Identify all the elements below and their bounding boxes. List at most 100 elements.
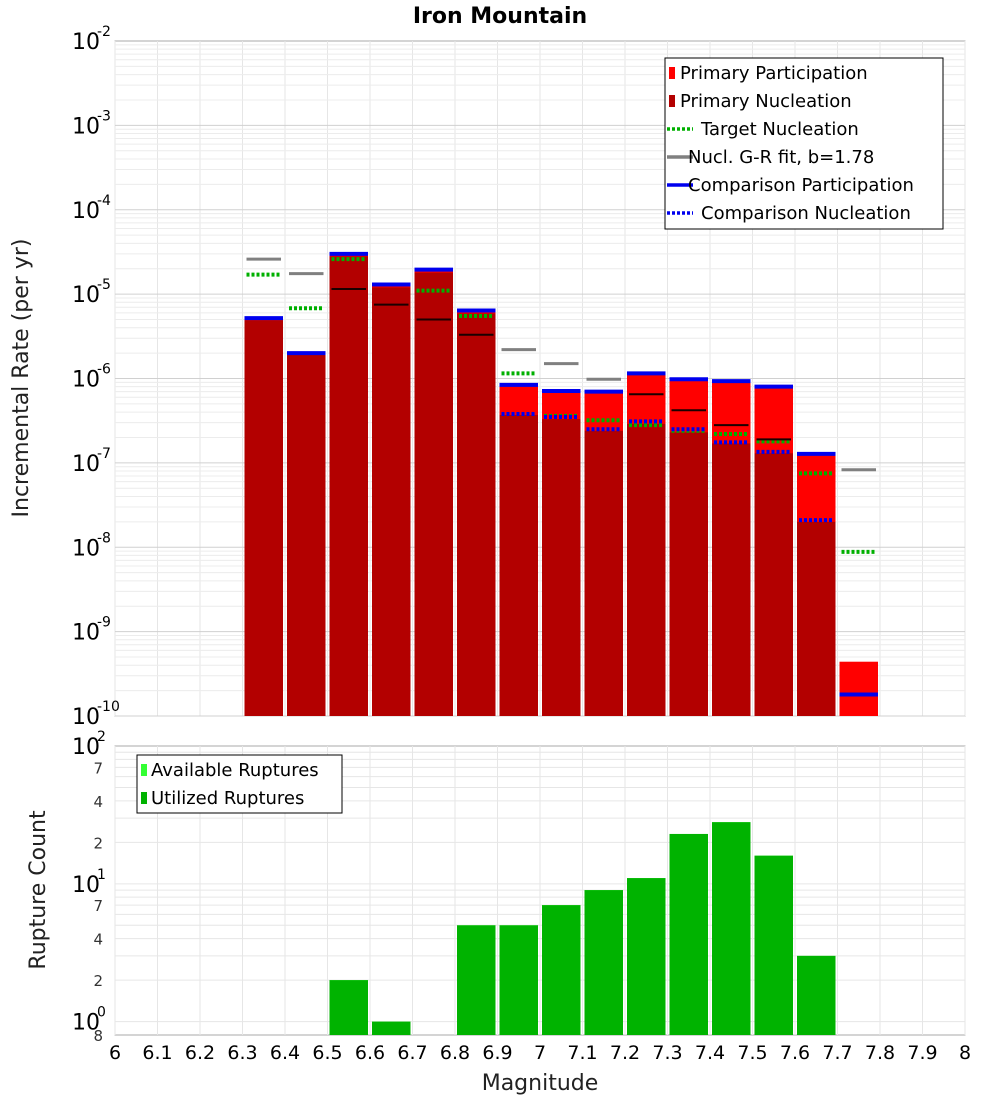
count-y-axis-label: Rupture Count	[26, 810, 51, 970]
x-tick-label: 7.4	[695, 1042, 725, 1064]
rate-legend-label: Comparison Participation	[688, 175, 914, 196]
utilized-bar	[669, 833, 708, 1035]
nucleation-bar	[244, 320, 283, 716]
rate-y-tick-base: 10	[72, 536, 100, 561]
rate-y-tick-base: 10	[72, 705, 100, 730]
x-tick-label: 7.8	[865, 1042, 895, 1064]
count-legend-swatch	[141, 764, 147, 776]
rate-panel: 10-210-310-410-510-610-710-810-910-10 In…	[9, 24, 966, 730]
count-legend-swatch	[141, 792, 147, 804]
x-tick-label: 7	[534, 1042, 546, 1064]
nucleation-bar	[287, 354, 326, 716]
rate-y-tick-exponent: -10	[97, 699, 120, 715]
rate-legend-label: Nucl. G-R fit, b=1.78	[688, 147, 874, 168]
count-legend-label: Utilized Ruptures	[151, 788, 304, 809]
x-tick-label: 6.5	[312, 1042, 342, 1064]
count-y-tick-exponent: 2	[97, 729, 106, 745]
x-tick-label: 6.3	[227, 1042, 257, 1064]
nucleation-bar	[712, 443, 751, 716]
nucleation-bar	[669, 432, 708, 716]
rate-y-ticks: 10-210-310-410-510-610-710-810-910-10	[72, 24, 120, 730]
nucleation-bar	[499, 414, 538, 716]
count-y-tick-base: 10	[72, 873, 100, 898]
x-tick-label: 7.7	[822, 1042, 852, 1064]
rate-y-tick-exponent: -4	[97, 193, 111, 209]
rate-grid	[114, 41, 966, 717]
utilized-bar	[712, 822, 751, 1035]
x-tick-label: 6	[109, 1042, 121, 1064]
rate-legend: Primary Participation Primary Nucleation T…	[664, 57, 944, 230]
x-tick-label: 6.9	[482, 1042, 512, 1064]
nucleation-bar	[584, 430, 623, 716]
nucleation-bar	[754, 453, 793, 716]
nucleation-bar	[797, 521, 836, 716]
rate-bars	[244, 253, 878, 716]
rate-legend-label: Comparison Nucleation	[701, 203, 911, 224]
nucleation-bar	[627, 423, 666, 716]
x-tick-label: 6.1	[142, 1042, 172, 1064]
utilized-bar	[584, 890, 623, 1035]
count-y-minor-tick: 4	[93, 931, 103, 949]
rate-legend-label: Primary Nucleation	[680, 91, 852, 112]
rate-lines	[244, 251, 878, 697]
x-tick-label: 8	[959, 1042, 971, 1064]
utilized-bar	[329, 980, 368, 1035]
x-tick-label: 7.1	[567, 1042, 597, 1064]
count-y-minor-tick: 8	[93, 1027, 103, 1045]
count-legend: Available Ruptures Utilized Ruptures	[136, 754, 343, 814]
nucleation-bar	[542, 419, 581, 716]
rate-legend-label: Target Nucleation	[700, 119, 859, 140]
rate-y-tick-exponent: -9	[97, 615, 111, 631]
nucleation-bar	[329, 256, 368, 716]
nucleation-bar	[457, 313, 496, 716]
magnitude-x-ticks: 6 6.1 6.2 6.3 6.4 6.5 6.6 6.7 6.8 6.9 7 7.1 7.2 7.3 7.…	[109, 1042, 971, 1064]
rate-y-axis-label: Incremental Rate (per yr)	[9, 239, 34, 518]
count-y-tick-exponent: 0	[97, 1005, 106, 1021]
rate-y-tick-base: 10	[72, 283, 100, 308]
utilized-bar	[627, 878, 666, 1035]
rate-legend-swatch	[669, 67, 675, 79]
count-y-minor-tick: 2	[93, 834, 103, 852]
x-tick-label: 6.6	[355, 1042, 385, 1064]
count-y-tick-base: 10	[72, 735, 100, 760]
count-y-minor-tick: 2	[93, 972, 103, 990]
x-axis-label: Magnitude	[482, 1071, 599, 1096]
utilized-bar	[457, 925, 496, 1035]
nucleation-bar	[414, 272, 453, 716]
participation-bar	[839, 661, 878, 716]
count-y-tick-exponent: 1	[97, 867, 106, 883]
count-legend-label: Available Ruptures	[151, 760, 319, 781]
rate-y-tick-exponent: -8	[97, 530, 111, 546]
rate-y-tick-base: 10	[72, 30, 100, 55]
rate-y-tick-base: 10	[72, 114, 100, 139]
count-y-minor-tick: 4	[93, 793, 103, 811]
count-y-minor-tick: 7	[93, 759, 103, 777]
x-tick-label: 6.2	[185, 1042, 215, 1064]
utilized-bar	[754, 855, 793, 1035]
x-tick-label: 7.5	[737, 1042, 767, 1064]
utilized-bar	[372, 1021, 411, 1035]
rate-y-tick-base: 10	[72, 452, 100, 477]
utilized-bar	[797, 955, 836, 1035]
rate-y-tick-base: 10	[72, 621, 100, 646]
count-grid	[114, 746, 966, 1035]
rate-y-tick-exponent: -3	[97, 108, 111, 124]
utilized-bar	[499, 925, 538, 1035]
count-legend-box	[136, 754, 343, 814]
rate-y-tick-exponent: -2	[97, 24, 111, 40]
count-y-minor-tick: 7	[93, 897, 103, 915]
count-bars	[329, 822, 836, 1035]
x-tick-label: 6.7	[397, 1042, 427, 1064]
rate-legend-swatch	[669, 95, 675, 107]
x-tick-label: 7.2	[610, 1042, 640, 1064]
x-tick-label: 6.4	[270, 1042, 300, 1064]
nucleation-bar	[372, 287, 411, 716]
x-tick-label: 7.3	[652, 1042, 682, 1064]
utilized-bar	[542, 905, 581, 1035]
rate-y-tick-exponent: -5	[97, 277, 111, 293]
rate-y-tick-base: 10	[72, 368, 100, 393]
x-tick-label: 7.9	[907, 1042, 937, 1064]
rate-y-tick-exponent: -6	[97, 362, 111, 378]
